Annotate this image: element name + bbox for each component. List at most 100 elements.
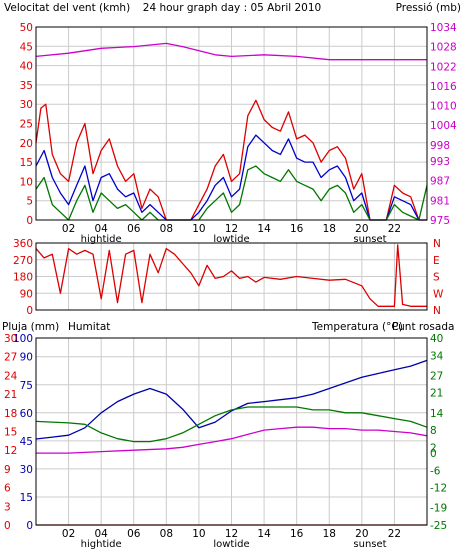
rain-tick-label: 12	[4, 445, 17, 457]
left-tick-label: 90	[20, 288, 33, 300]
left-tick-label: 15	[20, 492, 33, 504]
series-line	[35, 42, 427, 61]
right-tick-label: 1010	[430, 101, 457, 113]
rain-tick-label: 3	[4, 501, 11, 513]
dewpoint-axis-title: Punt rosada	[392, 321, 454, 333]
sunset-marker-label: sunset	[353, 234, 386, 245]
right-tick-label: 34	[430, 350, 444, 362]
left-tick-label: 30	[20, 464, 33, 476]
left-tick-label: 15	[20, 157, 33, 169]
left-tick-label: 60	[20, 408, 33, 420]
right-tick-label: -19	[430, 503, 447, 515]
right-tick-label: 40	[430, 333, 443, 345]
rain-tick-label: 18	[4, 408, 17, 420]
right-tick-label: 987	[430, 176, 450, 188]
hour-tick-label: 08	[160, 528, 173, 540]
right-tick-label: 1004	[430, 120, 457, 132]
series-line	[35, 99, 427, 221]
hour-tick-label: 22	[388, 223, 401, 235]
chart-title: 24 hour graph day : 05 Abril 2010	[143, 2, 321, 14]
right-tick-label: -12	[430, 483, 447, 495]
rain-tick-label: 15	[4, 427, 17, 439]
hour-tick-label: 20	[355, 528, 368, 540]
wind-plot-frame	[35, 26, 428, 221]
hour-tick-label: 16	[290, 223, 304, 235]
left-tick-label: 25	[20, 119, 33, 131]
hour-tick-label: 04	[94, 223, 108, 235]
left-tick-label: 75	[20, 380, 33, 392]
left-tick-label: 360	[13, 238, 33, 250]
hour-tick-label: 18	[323, 528, 336, 540]
lowtide-marker-label: lowtide	[213, 234, 249, 245]
left-tick-label: 90	[20, 352, 33, 364]
series-line	[35, 134, 427, 221]
left-tick-label: 40	[20, 61, 33, 73]
hour-tick-label: 12	[225, 223, 238, 235]
wind-pressure-panel: Velocitat del vent (kmh) 24 hour graph d…	[4, 2, 461, 245]
left-tick-label: 10	[20, 176, 33, 188]
left-tick-label: 35	[20, 80, 33, 92]
compass-label: E	[433, 255, 440, 267]
hour-tick-label: 16	[290, 528, 304, 540]
lowtide-marker-label: lowtide	[213, 539, 249, 550]
hour-tick-label: 04	[94, 528, 108, 540]
hightide-marker-label: hightide	[81, 234, 122, 245]
rain-tick-label: 21	[4, 389, 17, 401]
series-line	[36, 426, 428, 454]
series-line	[35, 165, 428, 221]
hour-tick-label: 08	[160, 223, 173, 235]
right-tick-label: 0	[430, 448, 437, 460]
right-tick-label: 981	[430, 195, 450, 207]
right-tick-label: 21	[430, 388, 443, 400]
sunset-marker-label: sunset	[353, 539, 386, 550]
right-tick-label: -6	[430, 465, 441, 477]
compass-label: N	[433, 305, 441, 317]
hour-tick-label: 22	[388, 528, 401, 540]
temperature-plot-frame	[35, 337, 428, 526]
hour-tick-label: 20	[355, 223, 368, 235]
left-tick-label: 20	[20, 138, 33, 150]
left-tick-label: 0	[26, 305, 33, 317]
temperature-axis-title: Temperatura (°C)	[311, 321, 403, 333]
hour-tick-label: 14	[257, 223, 271, 235]
series-line	[35, 359, 428, 440]
right-tick-label: 1034	[430, 22, 457, 34]
right-tick-label: 1016	[430, 81, 457, 93]
hour-tick-label: 10	[192, 223, 205, 235]
left-tick-label: 5	[26, 196, 33, 208]
right-tick-label: 14	[430, 408, 444, 420]
wind-axis-title: Velocitat del vent (kmh)	[4, 2, 130, 14]
right-tick-label: 1022	[430, 61, 457, 73]
hour-tick-label: 14	[257, 528, 271, 540]
compass-label: N	[433, 238, 441, 250]
right-tick-label: 1028	[430, 42, 457, 54]
rain-tick-label: 27	[4, 352, 17, 364]
hour-tick-label: 18	[323, 223, 336, 235]
rain-tick-label: 30	[4, 333, 17, 345]
compass-label: S	[433, 272, 440, 284]
left-tick-label: 45	[20, 436, 33, 448]
series-line	[35, 406, 428, 443]
rain-tick-label: 9	[4, 464, 11, 476]
right-tick-label: 998	[430, 140, 450, 152]
rain-axis-title: Pluja (mm)	[2, 321, 59, 333]
left-tick-label: 180	[13, 272, 33, 284]
right-tick-label: 993	[430, 156, 450, 168]
left-tick-label: 100	[13, 333, 33, 345]
left-tick-label: 270	[13, 255, 33, 267]
rain-tick-label: 0	[4, 520, 11, 532]
right-tick-label: -25	[430, 520, 447, 532]
compass-label: W	[433, 288, 444, 300]
left-tick-label: 45	[20, 41, 33, 53]
left-tick-label: 0	[26, 215, 33, 227]
left-tick-label: 0	[26, 520, 33, 532]
right-tick-label: 2	[430, 442, 437, 454]
humidity-axis-title: Humitat	[68, 321, 110, 333]
hightide-marker-label: hightide	[81, 539, 122, 550]
hour-tick-label: 02	[62, 528, 75, 540]
left-tick-label: 30	[20, 99, 33, 111]
hour-tick-label: 02	[62, 223, 75, 235]
temperature-humidity-panel: Pluja (mm) Humitat Temperatura (°C) Punt…	[2, 321, 454, 550]
hour-tick-label: 10	[192, 528, 205, 540]
